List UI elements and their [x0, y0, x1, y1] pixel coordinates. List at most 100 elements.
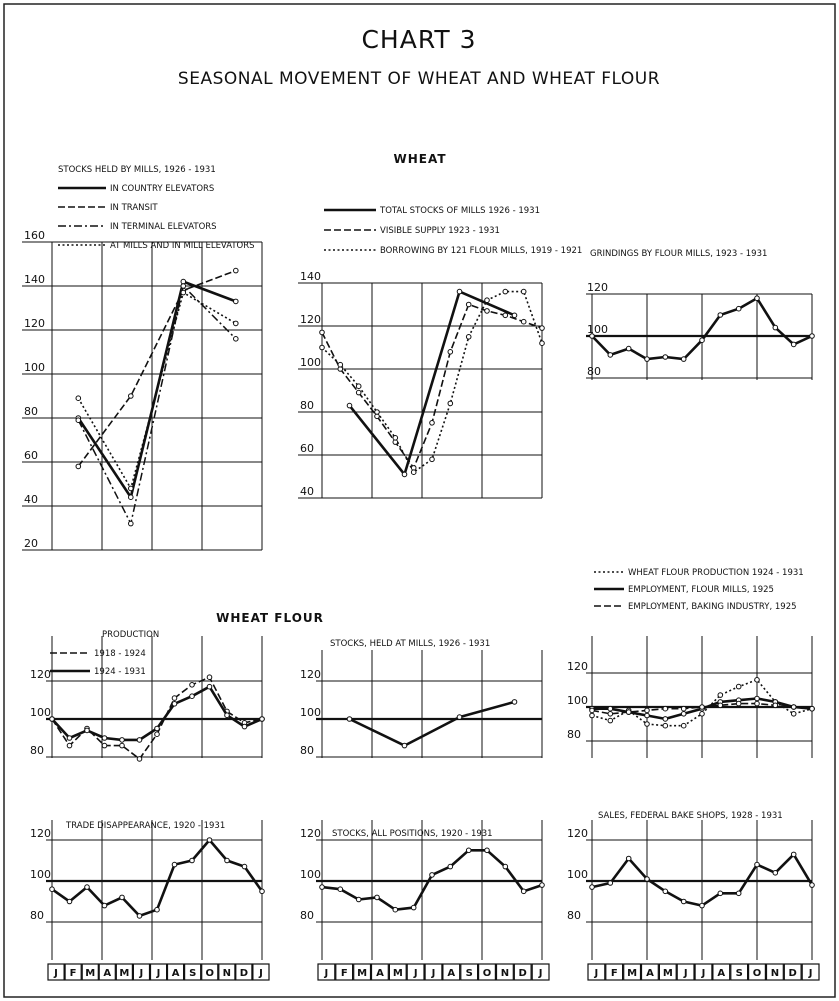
y-tick-label: 40: [300, 485, 314, 498]
data-point: [171, 701, 178, 707]
data-point: [401, 742, 408, 749]
data-point: [625, 709, 632, 715]
data-point: [484, 847, 490, 854]
data-point: [128, 494, 134, 501]
panel-title: SALES, FEDERAL BAKE SHOPS, 1928 - 1931: [598, 811, 783, 821]
data-point: [101, 742, 108, 749]
data-point: [699, 902, 705, 909]
legend-label: IN TERMINAL ELEVATORS: [110, 222, 217, 232]
y-tick-label: 120: [300, 313, 321, 326]
data-point: [717, 312, 724, 318]
month-label: O: [483, 968, 492, 979]
month-label: N: [223, 968, 231, 979]
data-point: [101, 735, 108, 741]
data-point: [589, 884, 595, 890]
month-label: J: [431, 968, 436, 979]
month-box: [335, 963, 354, 981]
data-point: [241, 863, 248, 870]
month-label: F: [70, 968, 77, 979]
data-point: [644, 721, 650, 727]
data-point: [355, 896, 362, 903]
data-point: [589, 333, 595, 339]
panel-title: STOCKS, ALL POSITIONS, 1920 - 1931: [332, 829, 493, 839]
chart-title: CHART 3: [361, 25, 476, 54]
data-point: [680, 356, 687, 362]
data-point: [607, 711, 614, 717]
panel-grindings: 80 100 120 GRINDINGS BY FLOUR MILLS, 1923 -…: [586, 249, 815, 380]
month-box: [406, 963, 425, 981]
y-tick-label: 120: [587, 281, 608, 294]
month-label: N: [501, 968, 509, 979]
data-point: [206, 683, 213, 690]
month-label: S: [466, 968, 473, 979]
month-label: A: [376, 968, 384, 979]
month-label: J: [683, 968, 688, 979]
data-point: [259, 716, 265, 722]
panel-title: PRODUCTION: [102, 630, 159, 640]
data-point: [772, 324, 779, 331]
data-point: [136, 737, 143, 743]
series-line: [77, 280, 237, 499]
month-box: [149, 963, 168, 981]
data-point: [644, 876, 650, 882]
data-point: [772, 870, 779, 876]
month-label: J: [413, 968, 418, 979]
data-point: [520, 288, 527, 295]
panel-employment: 80 100 120 WHEAT FLOUR PRODUCTION 1924 - 19…: [567, 568, 815, 758]
data-point: [772, 702, 779, 709]
legend-label: IN COUNTRY ELEVATORS: [110, 184, 214, 194]
month-label: N: [771, 968, 779, 979]
month-box: [747, 963, 766, 981]
month-label: M: [119, 968, 129, 979]
data-point: [171, 695, 178, 701]
legend-label: 1924 - 1931: [94, 667, 146, 677]
month-box: [115, 963, 134, 981]
data-point: [136, 913, 143, 919]
month-box: [184, 963, 202, 981]
data-point: [189, 682, 195, 688]
y-tick-label: 120: [30, 668, 51, 681]
data-point: [717, 702, 724, 709]
data-point: [75, 417, 82, 424]
y-tick-label: 60: [300, 442, 314, 455]
month-label: O: [205, 968, 214, 979]
data-point: [241, 723, 248, 730]
data-point: [66, 735, 73, 741]
y-tick-label: 80: [567, 728, 581, 741]
panel-title: STOCKS, HELD AT MILLS, 1926 - 1931: [330, 639, 490, 649]
data-point: [429, 420, 435, 426]
data-point: [233, 298, 239, 305]
data-point: [607, 880, 614, 886]
month-label: A: [717, 968, 725, 979]
data-point: [625, 855, 632, 862]
y-tick-label: 80: [24, 405, 38, 418]
y-tick-label: 100: [300, 356, 321, 369]
y-tick-label: 80: [300, 744, 314, 757]
month-box: [478, 963, 497, 981]
month-box: [513, 963, 532, 981]
data-point: [790, 704, 797, 710]
data-point: [511, 699, 518, 705]
y-tick-label: 120: [24, 317, 45, 330]
panel-wheat-total: 40 60 80 100 120 140 TOTAL STOCKS OF MILLS 192…: [298, 206, 582, 499]
month-box: [765, 963, 784, 981]
data-point: [662, 716, 669, 722]
month-label: J: [258, 968, 263, 979]
data-point: [754, 695, 760, 702]
data-point: [644, 712, 650, 719]
data-point: [84, 727, 90, 734]
month-box: [712, 963, 731, 981]
data-point: [319, 344, 325, 351]
month-label: J: [139, 968, 144, 979]
data-point: [66, 898, 73, 905]
legend-label: IN TRANSIT: [110, 203, 158, 213]
y-tick-label: 100: [24, 361, 45, 374]
series-line: [77, 291, 237, 490]
data-point: [662, 888, 669, 895]
legend-label: EMPLOYMENT, FLOUR MILLS, 1925: [628, 585, 774, 595]
month-box: [353, 963, 372, 981]
data-point: [511, 312, 518, 319]
data-point: [699, 711, 705, 717]
y-tick-label: 80: [300, 909, 314, 922]
